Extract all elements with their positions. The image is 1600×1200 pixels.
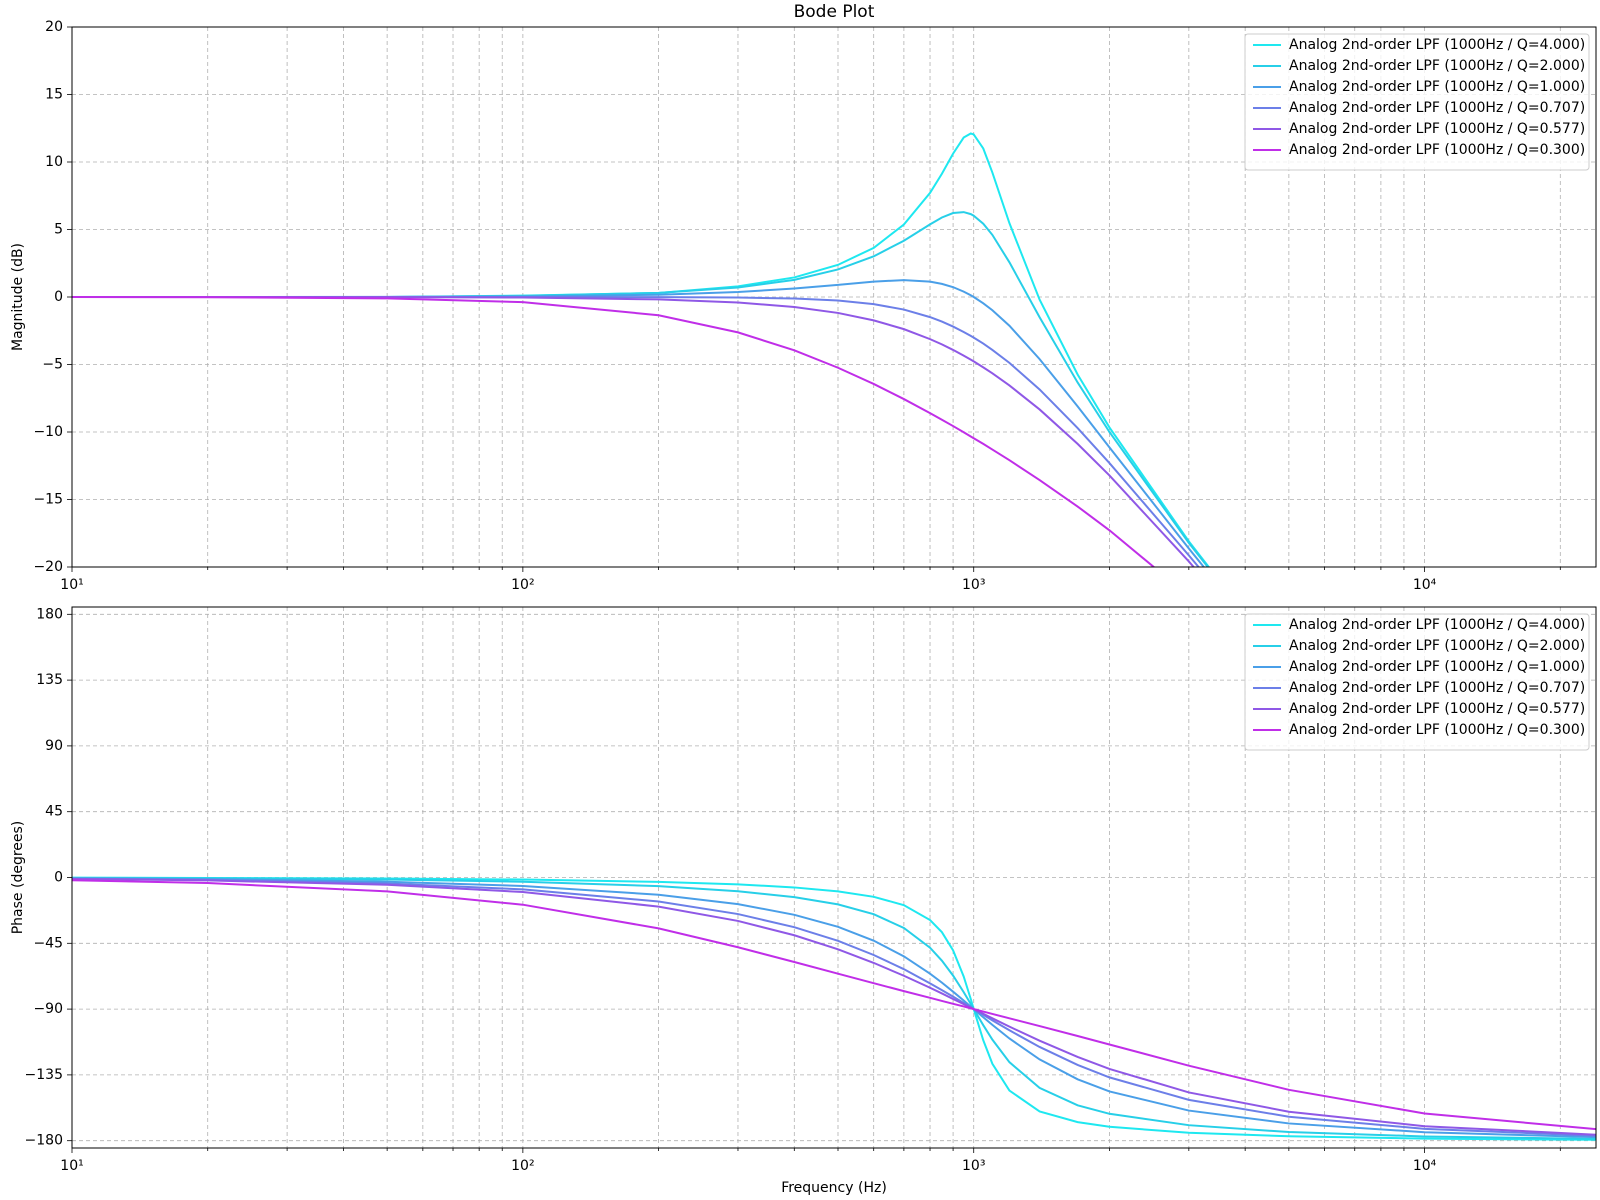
y-tick-label: 5 [54, 222, 63, 238]
series-line [72, 876, 1596, 1140]
y-tick-label: −45 [33, 935, 63, 951]
y-tick-label: −5 [42, 357, 63, 373]
y-tick-label: −90 [33, 1001, 63, 1017]
series-line [72, 296, 1156, 567]
y-tick-label: −20 [33, 559, 63, 575]
panel: 10¹ 10² 10³ 10⁴ −20 −15 −10 −5 0 5 10 15 20 Bode Plot… [10, 2, 1597, 593]
panel: 10¹ 10² 10³ 10⁴ −180 −135 −90 −45 0 45 90 135 180 Fre… [10, 606, 1597, 1196]
y-tick-label: 0 [54, 289, 63, 305]
y-tick-label: 135 [36, 672, 63, 688]
y-tick-label: 180 [36, 606, 63, 622]
legend: Analog 2nd-order LPF (1000Hz / Q=4.000) A… [1244, 613, 1590, 751]
legend: Analog 2nd-order LPF (1000Hz / Q=4.000) A… [1244, 33, 1590, 171]
x-tick-label: 10¹ [60, 577, 83, 593]
legend-label: Analog 2nd-order LPF (1000Hz / Q=0.707) [1289, 100, 1585, 116]
series-line [72, 877, 1596, 1139]
legend-label: Analog 2nd-order LPF (1000Hz / Q=0.707) [1289, 680, 1585, 696]
y-tick-label: 45 [45, 804, 63, 820]
x-axis-label: Frequency (Hz) [781, 1180, 887, 1196]
legend-frame [1244, 613, 1590, 751]
legend-label: Analog 2nd-order LPF (1000Hz / Q=0.577) [1289, 121, 1585, 137]
series-line [72, 876, 1596, 1141]
legend-label: Analog 2nd-order LPF (1000Hz / Q=0.300) [1289, 142, 1585, 158]
y-tick-label: −10 [33, 424, 63, 440]
y-tick-label: 10 [45, 154, 63, 170]
series-line [72, 877, 1596, 1136]
x-tick-label: 10⁴ [1413, 1158, 1437, 1174]
legend-label: Analog 2nd-order LPF (1000Hz / Q=0.300) [1289, 722, 1585, 738]
series-line [72, 279, 1206, 567]
series-line [72, 296, 1200, 567]
legend-label: Analog 2nd-order LPF (1000Hz / Q=2.000) [1289, 638, 1585, 654]
legend-label: Analog 2nd-order LPF (1000Hz / Q=4.000) [1289, 617, 1585, 633]
y-tick-label: 90 [45, 738, 63, 754]
y-tick-label: −135 [25, 1067, 63, 1083]
x-tick-label: 10³ [962, 1158, 985, 1174]
axes-frame [71, 26, 1597, 568]
series-line [72, 879, 1596, 1131]
legend-label: Analog 2nd-order LPF (1000Hz / Q=4.000) [1289, 37, 1585, 53]
legend-label: Analog 2nd-order LPF (1000Hz / Q=1.000) [1289, 79, 1585, 95]
chart-title: Bode Plot [794, 2, 875, 22]
series-line [72, 211, 1210, 567]
y-axis-label: Phase (degrees) [10, 821, 26, 935]
legend-frame [1244, 33, 1590, 171]
legend-label: Analog 2nd-order LPF (1000Hz / Q=0.577) [1289, 701, 1585, 717]
y-tick-label: 15 [45, 87, 63, 103]
axes-frame [71, 606, 1597, 1149]
y-axis-label: Magnitude (dB) [10, 243, 26, 351]
x-tick-label: 10⁴ [1413, 577, 1437, 593]
y-tick-label: 0 [54, 870, 63, 886]
x-tick-label: 10² [511, 577, 534, 593]
y-tick-label: 20 [45, 19, 63, 35]
x-tick-label: 10² [511, 1158, 534, 1174]
y-tick-label: −15 [33, 492, 63, 508]
series-line [72, 296, 1195, 567]
legend-label: Analog 2nd-order LPF (1000Hz / Q=1.000) [1289, 659, 1585, 675]
x-tick-label: 10³ [962, 577, 985, 593]
y-tick-label: −180 [25, 1133, 63, 1149]
x-tick-label: 10¹ [60, 1158, 83, 1174]
series-line [72, 877, 1596, 1137]
legend-label: Analog 2nd-order LPF (1000Hz / Q=2.000) [1289, 58, 1585, 74]
